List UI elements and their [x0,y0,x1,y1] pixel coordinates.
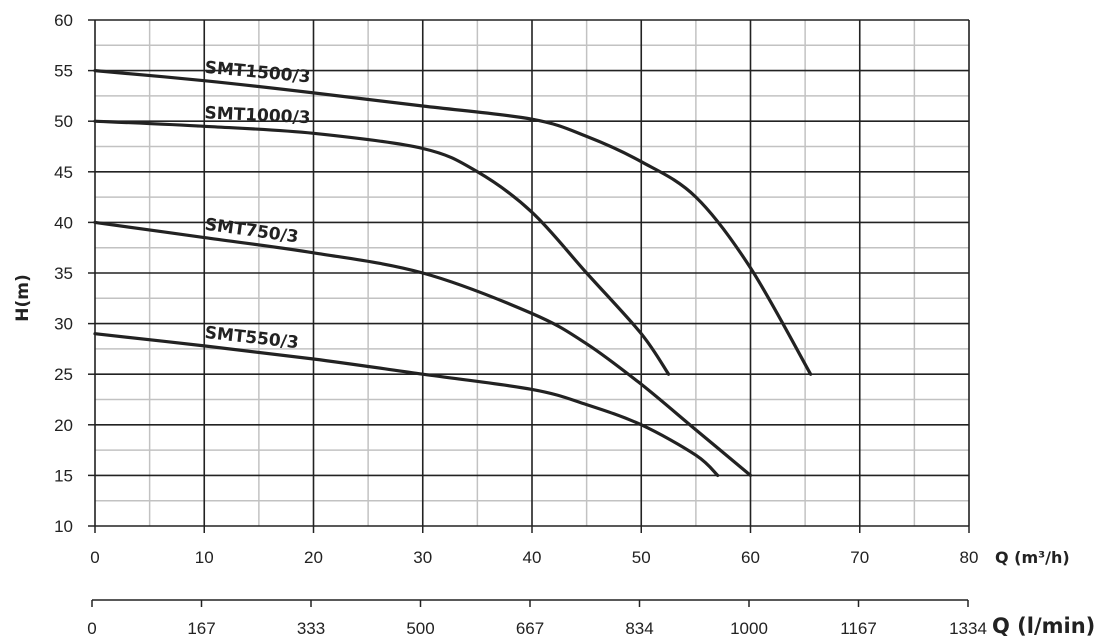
y-tick-label: 40 [54,213,73,232]
x-tick-label: 70 [850,548,869,567]
x2-tick-label: 1000 [730,619,768,638]
series-line [93,69,813,376]
x2-tick-label: 333 [297,619,325,638]
series-line [93,332,720,477]
x-axis-title: Q (m³/h) [995,548,1070,567]
x-tick-label: 60 [741,548,760,567]
y-tick-label: 15 [54,466,73,485]
x2-tick-label: 167 [187,619,215,638]
x2-tick-label: 667 [516,619,544,638]
x2-tick-label: 500 [406,619,434,638]
series-line [93,220,753,477]
x-tick-label: 20 [304,548,323,567]
y-tick-label: 45 [54,163,73,182]
x2-tick-label: 1334 [949,619,987,638]
x-tick-label: 80 [960,548,979,567]
y-axis-ticks: 10 15 20 25 30 35 40 45 50 55 60 [54,11,73,536]
x-tick-label: 50 [632,548,651,567]
x-tick-label: 10 [195,548,214,567]
y-tick-label: 60 [54,11,73,30]
x2-tick-label: 1167 [840,619,877,638]
x-tick-label: 30 [413,548,432,567]
x-axis-ticks: 0 10 20 30 40 50 60 70 80 [90,548,978,567]
x2-tick-label: 0 [87,619,96,638]
y-axis-title: H(m) [13,274,33,321]
series-label: SMT1000/3 [204,103,311,128]
major-grid [88,19,970,533]
y-tick-label: 35 [54,264,73,283]
series-line [93,119,671,376]
y-tick-label: 20 [54,416,73,435]
x2-tick-label: 834 [625,619,653,638]
y-tick-label: 50 [54,112,73,131]
y-tick-label: 30 [54,315,73,334]
x2-axis-title: Q (l/min) [992,614,1094,638]
secondary-x-axis: 0 167 333 500 667 834 1000 1167 1334 [87,599,987,638]
pump-curves [93,69,813,477]
x-tick-label: 40 [523,548,542,567]
x-tick-label: 0 [90,548,99,567]
y-tick-label: 10 [54,517,73,536]
y-tick-label: 55 [54,62,73,81]
y-tick-label: 25 [54,365,73,384]
